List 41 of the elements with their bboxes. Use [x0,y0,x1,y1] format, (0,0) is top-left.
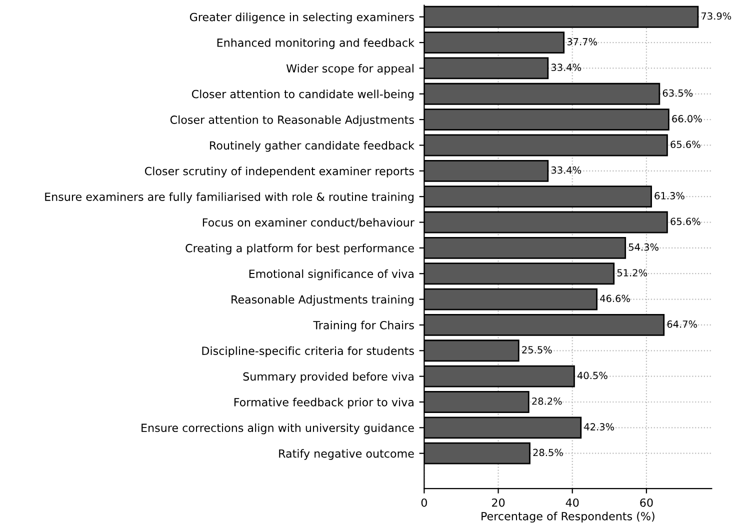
data-label: 33.4% [551,64,582,72]
data-label: 61.3% [654,192,684,200]
data-label: 42.3% [584,423,614,430]
y-tick-label: Creating a platform for best performance [186,244,414,254]
data-label: 51.2% [617,269,647,276]
data-label: 37.7% [567,38,597,46]
y-tick-label: Training for Chairs [313,320,414,332]
data-label: 25.5% [522,346,552,354]
y-tick-label: Routinely gather candidate feedback [210,141,414,152]
y-tick-label: Closer attention to Reasonable Adjustments [170,115,414,126]
data-label: 28.5% [533,448,563,456]
y-tick-label: Emotional significance of viva [249,269,414,280]
y-tick-label: Greater diligence in selecting examiners [190,12,414,24]
y-tick-label: Ratify negative outcome [279,449,414,460]
x-tick-label: 60 [640,498,653,507]
y-tick-label: Closer scrutiny of independent examiner reports [144,166,414,178]
data-label: 73.9% [702,12,732,20]
y-tick-label: Closer attention to candidate well-being [192,90,414,100]
data-label: 54.3% [628,243,658,251]
x-axis-title: Percentage of Respondents (%) [482,512,654,523]
data-label: 33.4% [551,166,582,174]
y-tick-label: Summary provided before viva [243,372,414,383]
data-label: 65.6% [670,218,700,226]
data-label: 64.7% [667,320,697,328]
y-tick-label: Ensure examiners are fully familiarised with role & routine training [45,192,414,204]
y-tick-label: Reasonable Adjustments training [232,295,414,306]
x-tick-label: 0 [421,498,427,507]
data-label: 66.0% [672,115,702,122]
y-tick-label: Enhanced monitoring and feedback [217,38,414,50]
y-tick-label: Focus on examiner conduct/behaviour [202,218,414,228]
data-label: 46.6% [600,294,630,302]
data-label: 28.2% [532,397,562,405]
data-label: 65.6% [670,140,700,148]
x-tick-label: 40 [566,498,579,507]
y-tick-label: Wider scope for appeal [286,64,414,75]
y-tick-label: Formative feedback prior to viva [234,398,414,409]
data-label: 40.5% [577,372,608,380]
y-tick-label: Discipline-specific criteria for students [202,346,414,358]
data-label: 63.5% [662,89,693,97]
y-tick-label: Ensure corrections align with university guidance [142,423,414,434]
x-tick-label: 20 [492,498,505,507]
